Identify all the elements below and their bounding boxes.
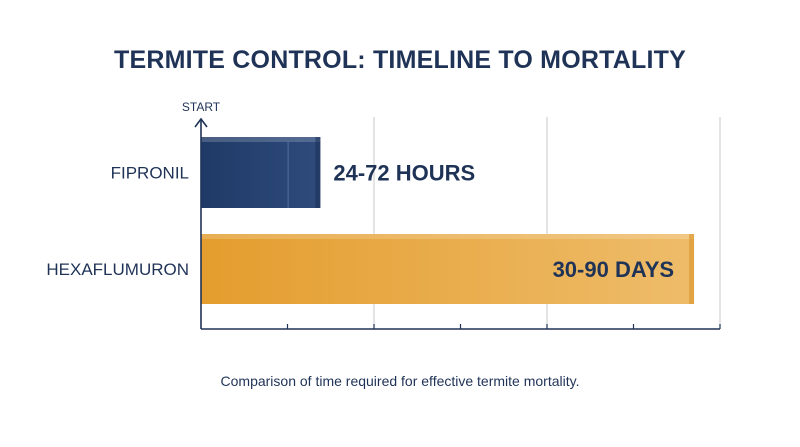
bar-hexaflumuron: [201, 234, 695, 304]
chart-title: TERMITE CONTROL: TIMELINE TO MORTALITY: [114, 46, 686, 74]
bar-top-bevel: [201, 234, 695, 239]
bar-right-bevel: [689, 234, 695, 304]
category-label-fipronil: FIPRONIL: [111, 164, 189, 183]
category-label-hexaflumuron: HEXAFLUMURON: [46, 260, 189, 279]
y-axis-arrow-icon: [194, 117, 208, 128]
chart-caption: Comparison of time required for effectiv…: [220, 373, 580, 389]
data-label-hexaflumuron: 30-90 DAYS: [553, 257, 674, 282]
bar-fipronil: [201, 137, 321, 208]
bar-right-bevel: [315, 137, 321, 208]
data-label-fipronil: 24-72 HOURS: [333, 161, 475, 186]
axis-origin-label: START: [182, 100, 221, 114]
bar-top-bevel: [201, 137, 321, 142]
